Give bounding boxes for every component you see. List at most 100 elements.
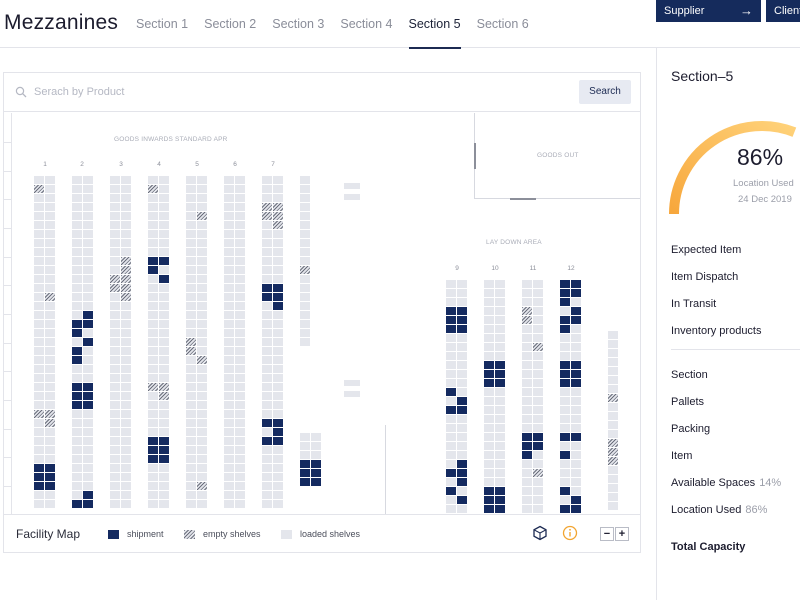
shelf-cell-loaded[interactable]: [72, 491, 82, 499]
shelf-cell-loaded[interactable]: [72, 284, 82, 292]
shelf-cell-loaded[interactable]: [159, 491, 169, 499]
shelf-cell-loaded[interactable]: [72, 464, 82, 472]
tab-section-2[interactable]: Section 2: [204, 17, 257, 31]
shelf-cell-loaded[interactable]: [197, 410, 207, 418]
shelf-cell-shipment[interactable]: [300, 460, 310, 468]
shelf-cell-loaded[interactable]: [110, 266, 120, 274]
shelf-cell-loaded[interactable]: [457, 298, 467, 306]
shelf-cell-shipment[interactable]: [484, 379, 494, 387]
shelf-cell-shipment[interactable]: [457, 325, 467, 333]
shelf-cell-loaded[interactable]: [45, 248, 55, 256]
shelf-cell-loaded[interactable]: [148, 203, 158, 211]
shelf-cell-loaded[interactable]: [186, 473, 196, 481]
shelf-cell-loaded[interactable]: [186, 428, 196, 436]
shelf-cell-shipment[interactable]: [83, 338, 93, 346]
shelf-cell-shipment[interactable]: [457, 496, 467, 504]
shelf-cell-empty[interactable]: [608, 394, 618, 402]
shelf-cell-empty[interactable]: [45, 293, 55, 301]
shelf-cell-loaded[interactable]: [45, 212, 55, 220]
shelf-cell-shipment[interactable]: [484, 361, 494, 369]
shelf-cell-loaded[interactable]: [457, 505, 467, 513]
shelf-rack[interactable]: [110, 176, 132, 509]
shelf-cell-loaded[interactable]: [235, 473, 245, 481]
shelf-cell-loaded[interactable]: [224, 203, 234, 211]
shelf-cell-loaded[interactable]: [83, 374, 93, 382]
shelf-cell-loaded[interactable]: [224, 473, 234, 481]
shelf-cell-loaded[interactable]: [235, 212, 245, 220]
shelf-cell-loaded[interactable]: [235, 239, 245, 247]
shelf-cell-loaded[interactable]: [300, 320, 310, 328]
shelf-cell-loaded[interactable]: [148, 212, 158, 220]
shelf-cell-loaded[interactable]: [300, 338, 310, 346]
shelf-cell-shipment[interactable]: [446, 388, 456, 396]
shelf-cell-loaded[interactable]: [262, 230, 272, 238]
shelf-cell-loaded[interactable]: [262, 365, 272, 373]
shelf-cell-loaded[interactable]: [224, 383, 234, 391]
shelf-cell-loaded[interactable]: [159, 221, 169, 229]
shelf-cell-shipment[interactable]: [457, 406, 467, 414]
shelf-cell-loaded[interactable]: [186, 401, 196, 409]
shelf-cell-empty[interactable]: [608, 457, 618, 465]
shelf-cell-empty[interactable]: [34, 185, 44, 193]
shelf-cell-loaded[interactable]: [34, 176, 44, 184]
shelf-cell-shipment[interactable]: [495, 496, 505, 504]
shelf-cell-shipment[interactable]: [495, 505, 505, 513]
shelf-cell-loaded[interactable]: [45, 203, 55, 211]
shelf-cell-loaded[interactable]: [72, 338, 82, 346]
shelf-cell-loaded[interactable]: [197, 284, 207, 292]
facility-map[interactable]: GOODS INWARDS STANDARD APR GOODS OUT LAY…: [4, 113, 640, 514]
shelf-cell-shipment[interactable]: [560, 298, 570, 306]
shelf-cell-loaded[interactable]: [186, 284, 196, 292]
shelf-cell-empty[interactable]: [522, 307, 532, 315]
shelf-cell-loaded[interactable]: [110, 410, 120, 418]
shelf-cell-loaded[interactable]: [224, 437, 234, 445]
shelf-cell-loaded[interactable]: [235, 257, 245, 265]
shelf-cell-loaded[interactable]: [34, 293, 44, 301]
shelf-cell-loaded[interactable]: [110, 311, 120, 319]
shelf-cell-loaded[interactable]: [45, 275, 55, 283]
shelf-cell-shipment[interactable]: [533, 442, 543, 450]
shelf-cell-loaded[interactable]: [273, 374, 283, 382]
shelf-cell-loaded[interactable]: [522, 379, 532, 387]
shelf-cell-loaded[interactable]: [495, 280, 505, 288]
shelf-cell-loaded[interactable]: [533, 316, 543, 324]
shelf-cell-loaded[interactable]: [159, 176, 169, 184]
shelf-cell-loaded[interactable]: [224, 374, 234, 382]
shelf-cell-loaded[interactable]: [533, 505, 543, 513]
shelf-cell-loaded[interactable]: [197, 221, 207, 229]
shelf-cell-loaded[interactable]: [300, 442, 310, 450]
shelf-cell-shipment[interactable]: [300, 469, 310, 477]
shelf-cell-shipment[interactable]: [571, 361, 581, 369]
shelf-cell-loaded[interactable]: [72, 275, 82, 283]
shelf-cell-loaded[interactable]: [186, 437, 196, 445]
shelf-cell-loaded[interactable]: [457, 379, 467, 387]
shelf-cell-loaded[interactable]: [522, 415, 532, 423]
shelf-cell-loaded[interactable]: [457, 451, 467, 459]
shelf-cell-loaded[interactable]: [522, 406, 532, 414]
shelf-cell-shipment[interactable]: [72, 392, 82, 400]
shelf-cell-loaded[interactable]: [262, 392, 272, 400]
shelf-cell-loaded[interactable]: [457, 352, 467, 360]
shelf-cell-loaded[interactable]: [484, 424, 494, 432]
shelf-cell-loaded[interactable]: [560, 388, 570, 396]
shelf-cell-loaded[interactable]: [197, 464, 207, 472]
shelf-cell-loaded[interactable]: [446, 289, 456, 297]
shelf-cell-loaded[interactable]: [457, 388, 467, 396]
shelf-cell-loaded[interactable]: [235, 221, 245, 229]
shelf-cell-shipment[interactable]: [446, 469, 456, 477]
shelf-cell-loaded[interactable]: [148, 338, 158, 346]
shelf-cell-shipment[interactable]: [148, 437, 158, 445]
shelf-cell-loaded[interactable]: [571, 406, 581, 414]
shelf-cell-loaded[interactable]: [197, 239, 207, 247]
shelf-cell-loaded[interactable]: [186, 329, 196, 337]
shelf-cell-loaded[interactable]: [446, 298, 456, 306]
shelf-cell-loaded[interactable]: [262, 455, 272, 463]
shelf-cell-loaded[interactable]: [110, 482, 120, 490]
shelf-cell-shipment[interactable]: [571, 379, 581, 387]
shelf-cell-loaded[interactable]: [159, 482, 169, 490]
shelf-cell-loaded[interactable]: [273, 266, 283, 274]
shelf-cell-loaded[interactable]: [186, 176, 196, 184]
shelf-cell-loaded[interactable]: [148, 293, 158, 301]
shelf-cell-loaded[interactable]: [484, 397, 494, 405]
shelf-cell-loaded[interactable]: [457, 343, 467, 351]
